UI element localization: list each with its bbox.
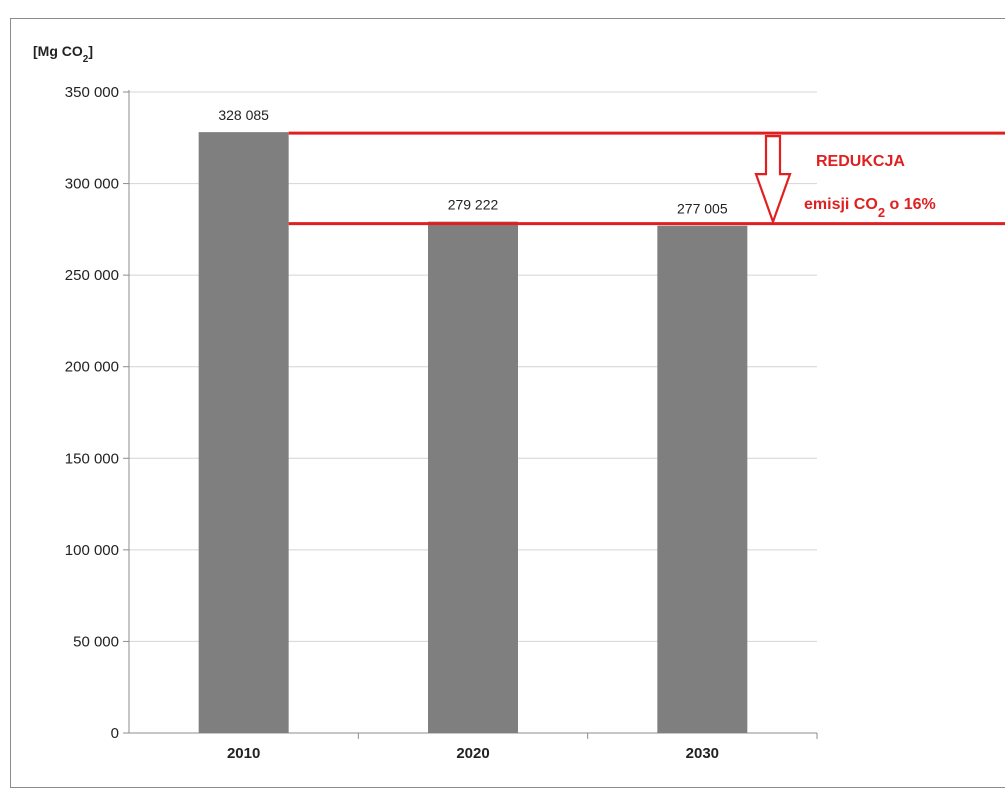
bar-2010 [198, 132, 289, 734]
bar-2020 [428, 221, 518, 733]
y-tick-label: 0 [111, 725, 119, 742]
x-tick-label: 2010 [227, 745, 260, 762]
data-label: 277 005 [677, 201, 728, 217]
y-tick-label: 150 000 [65, 450, 119, 467]
y-tick-label: 100 000 [65, 542, 119, 559]
reduction-annotation: REDUKCJA emisji CO2 o 16% [288, 131, 1005, 226]
reduction-title: REDUKCJA [816, 153, 905, 170]
y-tick-label: 50 000 [73, 633, 119, 650]
x-tick-label: 2020 [456, 745, 489, 762]
data-label: 279 222 [448, 197, 499, 213]
labels: 0 50 000 100 000 150 000 200 000 250 000 300 0… [33, 43, 728, 762]
y-unit-label: [Mg CO2] [33, 43, 93, 65]
chart-frame: 0 50 000 100 000 150 000 200 000 250 000 300 0… [10, 18, 1005, 788]
y-tick-label: 300 000 [65, 176, 119, 193]
reduction-description: emisji CO2 o 16% [804, 196, 936, 220]
bar-chart: 0 50 000 100 000 150 000 200 000 250 000 300 0… [33, 43, 1005, 762]
down-arrow-icon [754, 135, 792, 225]
y-tick-label: 350 000 [65, 84, 119, 101]
y-tick-label: 250 000 [65, 267, 119, 284]
x-tick-label: 2030 [686, 745, 719, 762]
page-heading-fragment: ​ [0, 0, 1005, 12]
y-tick-label: 200 000 [65, 359, 119, 376]
data-label: 328 085 [218, 107, 269, 123]
bar-2030 [657, 225, 748, 734]
bars [198, 132, 748, 734]
